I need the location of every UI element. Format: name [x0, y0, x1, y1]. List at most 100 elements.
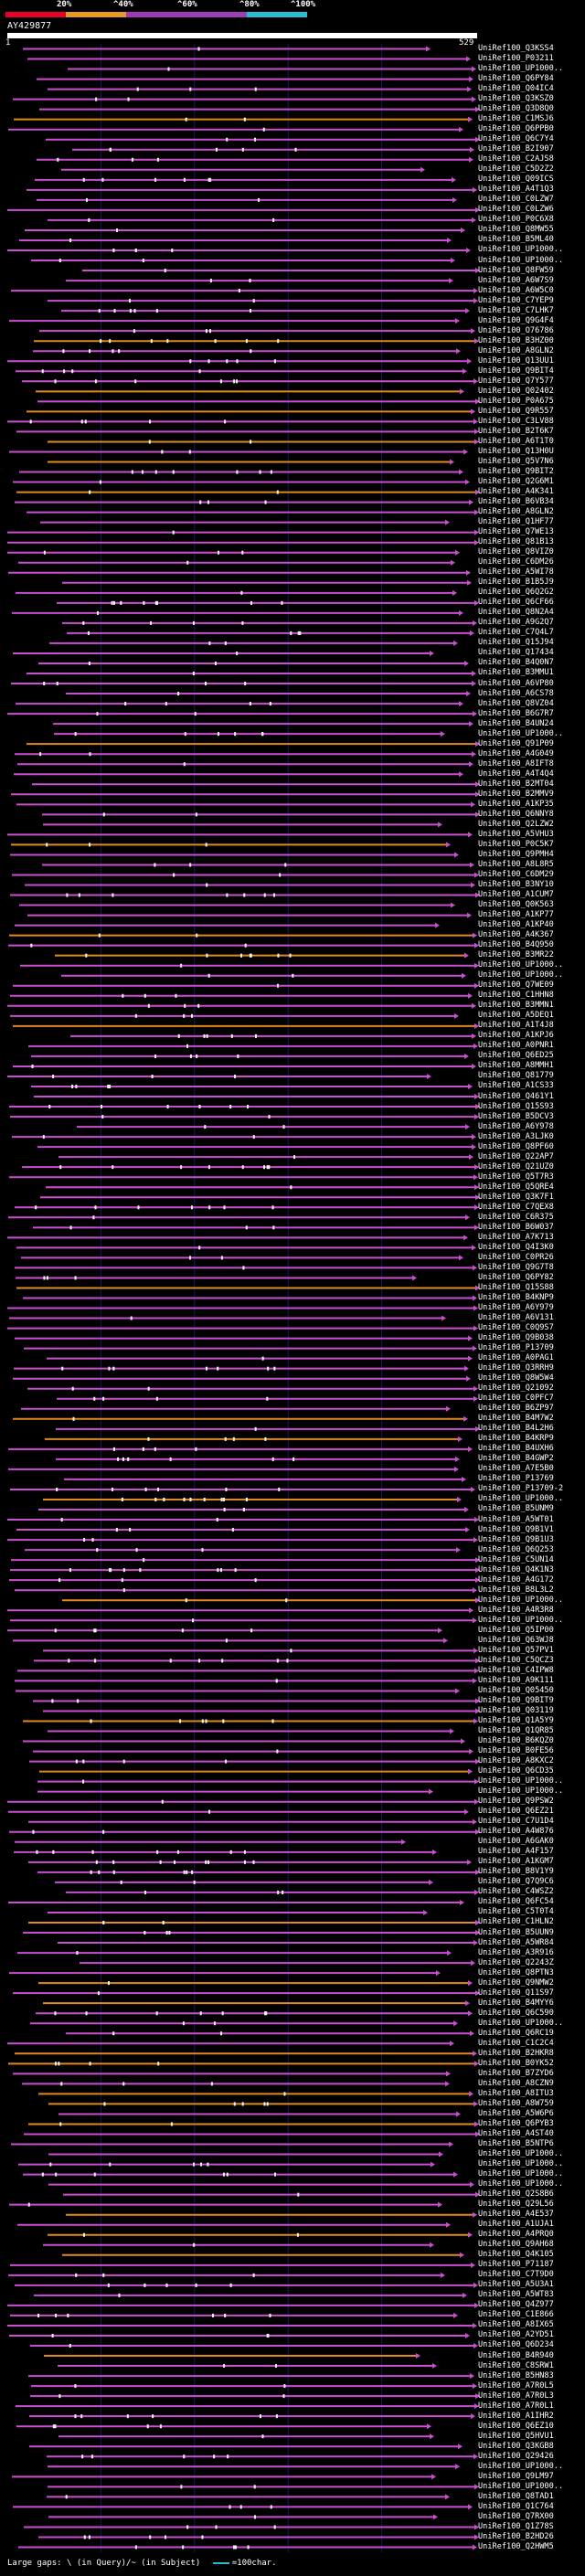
- hit-label-link[interactable]: UniRef100_B2I907: [478, 144, 554, 154]
- hit-label-link[interactable]: UniRef100_UP1000..: [478, 245, 564, 255]
- hit-label-link[interactable]: UniRef100_UP1000..: [478, 728, 564, 738]
- hit-label-link[interactable]: UniRef100_O76786: [478, 325, 554, 335]
- hit-label-link[interactable]: UniRef100_Q1HF77: [478, 517, 554, 527]
- hit-label-link[interactable]: UniRef100_B4KNP9: [478, 1292, 554, 1302]
- hit-label-link[interactable]: UniRef100_Q9PMH4: [478, 849, 554, 859]
- hit-label-link[interactable]: UniRef100_Q3RRH9: [478, 1363, 554, 1373]
- hit-label-link[interactable]: UniRef100_Q3KSS4: [478, 44, 554, 53]
- hit-label-link[interactable]: UniRef100_Q6PY82: [478, 1272, 554, 1282]
- hit-label-link[interactable]: UniRef100_Q2243Z: [478, 1957, 554, 1967]
- hit-label-link[interactable]: UniRef100_A4T4Q4: [478, 769, 554, 779]
- hit-label-link[interactable]: UniRef100_Q8W5W4: [478, 1373, 554, 1383]
- hit-label-link[interactable]: UniRef100_A4G049: [478, 748, 554, 758]
- hit-label-link[interactable]: UniRef100_Q8FW59: [478, 265, 554, 275]
- hit-label-link[interactable]: UniRef100_A6W5C0: [478, 285, 554, 295]
- hit-label-link[interactable]: UniRef100_B0FE56: [478, 1746, 554, 1756]
- hit-label-link[interactable]: UniRef100_C7QEX8: [478, 1202, 554, 1212]
- hit-label-link[interactable]: UniRef100_Q81B13: [478, 537, 554, 547]
- hit-label-link[interactable]: UniRef100_A5WR84: [478, 1937, 554, 1947]
- hit-label-link[interactable]: UniRef100_UP1000..: [478, 1786, 564, 1797]
- hit-label-link[interactable]: UniRef100_A8CZN9: [478, 2078, 554, 2088]
- hit-label-link[interactable]: UniRef100_Q7Q9C6: [478, 1877, 554, 1887]
- hit-label-link[interactable]: UniRef100_Q22AP7: [478, 1151, 554, 1161]
- hit-label-link[interactable]: UniRef100_A4G172: [478, 1574, 554, 1585]
- hit-label-link[interactable]: UniRef100_B3MMU1: [478, 668, 554, 678]
- hit-label-link[interactable]: UniRef100_Q9R557: [478, 406, 554, 416]
- hit-label-link[interactable]: UniRef100_A4F157: [478, 1847, 554, 1857]
- hit-label-link[interactable]: UniRef100_Q15J94: [478, 638, 554, 648]
- hit-label-link[interactable]: UniRef100_UP1000..: [478, 1595, 564, 1605]
- hit-label-link[interactable]: UniRef100_Q5T7R3: [478, 1171, 554, 1182]
- hit-label-link[interactable]: UniRef100_B4M7W2: [478, 1414, 554, 1424]
- hit-label-link[interactable]: UniRef100_Q7RX00: [478, 2511, 554, 2521]
- hit-label-link[interactable]: UniRef100_Q02402: [478, 386, 554, 396]
- hit-label-link[interactable]: UniRef100_Q21UZ0: [478, 1161, 554, 1171]
- hit-label-link[interactable]: UniRef100_A8IFT8: [478, 758, 554, 769]
- hit-label-link[interactable]: UniRef100_A7R0L3: [478, 2390, 554, 2401]
- hit-label-link[interactable]: UniRef100_B7ZYD6: [478, 2068, 554, 2078]
- hit-label-link[interactable]: UniRef100_Q6RC19: [478, 2028, 554, 2038]
- hit-label-link[interactable]: UniRef100_A5WI78: [478, 567, 554, 578]
- hit-label-link[interactable]: UniRef100_Q2HWM5: [478, 2541, 554, 2551]
- hit-label-link[interactable]: UniRef100_UP1000..: [478, 2461, 564, 2471]
- hit-label-link[interactable]: UniRef100_B6G7R7: [478, 708, 554, 718]
- hit-label-link[interactable]: UniRef100_B4UN24: [478, 718, 554, 728]
- hit-label-link[interactable]: UniRef100_Q3KGB8: [478, 2441, 554, 2451]
- hit-label-link[interactable]: UniRef100_Q1Z78S: [478, 2521, 554, 2531]
- hit-label-link[interactable]: UniRef100_A8ITU3: [478, 2088, 554, 2098]
- hit-label-link[interactable]: UniRef100_B0YK52: [478, 2058, 554, 2068]
- hit-label-link[interactable]: UniRef100_Q8PF60: [478, 1141, 554, 1151]
- hit-label-link[interactable]: UniRef100_Q1C764: [478, 2501, 554, 2511]
- hit-label-link[interactable]: UniRef100_A1KGM7: [478, 1857, 554, 1867]
- hit-label-link[interactable]: UniRef100_Q9B038: [478, 1333, 554, 1343]
- hit-label-link[interactable]: UniRef100_Q4I3K0: [478, 1242, 554, 1252]
- hit-label-link[interactable]: UniRef100_B6KQZ0: [478, 1736, 554, 1746]
- hit-label-link[interactable]: UniRef100_Q6D234: [478, 2340, 554, 2350]
- hit-label-link[interactable]: UniRef100_Q04IC4: [478, 84, 554, 94]
- hit-label-link[interactable]: UniRef100_B5DCV3: [478, 1111, 554, 1121]
- hit-label-link[interactable]: UniRef100_Q9PSW2: [478, 1797, 554, 1807]
- hit-label-link[interactable]: UniRef100_UP1000..: [478, 1494, 564, 1504]
- hit-label-link[interactable]: UniRef100_Q21092: [478, 1383, 554, 1394]
- hit-label-link[interactable]: UniRef100_Q8MW55: [478, 225, 554, 235]
- hit-label-link[interactable]: UniRef100_A3R916: [478, 1947, 554, 1957]
- hit-label-link[interactable]: UniRef100_A5W6P6: [478, 2108, 554, 2118]
- hit-label-link[interactable]: UniRef100_UP1000..: [478, 1615, 564, 1625]
- hit-label-link[interactable]: UniRef100_Q09ICS: [478, 175, 554, 185]
- hit-label-link[interactable]: UniRef100_P13709-2: [478, 1484, 564, 1494]
- hit-label-link[interactable]: UniRef100_C1E866: [478, 2310, 554, 2320]
- hit-label-link[interactable]: UniRef100_C3LV88: [478, 416, 554, 426]
- hit-label-link[interactable]: UniRef100_B4Q950: [478, 940, 554, 950]
- hit-label-link[interactable]: UniRef100_B3MMN1: [478, 1001, 554, 1011]
- hit-label-link[interactable]: UniRef100_Q6CD35: [478, 1766, 554, 1776]
- hit-label-link[interactable]: UniRef100_UP1000..: [478, 2481, 564, 2491]
- hit-label-link[interactable]: UniRef100_UP1000..: [478, 64, 564, 74]
- hit-label-link[interactable]: UniRef100_Q15S88: [478, 1282, 554, 1292]
- hit-label-link[interactable]: UniRef100_B8V1Y9: [478, 1867, 554, 1877]
- hit-label-link[interactable]: UniRef100_Q2S8B6: [478, 2189, 554, 2200]
- hit-label-link[interactable]: UniRef100_Q7WE13: [478, 527, 554, 537]
- hit-label-link[interactable]: UniRef100_Q3D8Q0: [478, 104, 554, 114]
- hit-label-link[interactable]: UniRef100_Q8N2A4: [478, 608, 554, 618]
- hit-label-link[interactable]: UniRef100_Q1A5Y9: [478, 1716, 554, 1725]
- hit-label-link[interactable]: UniRef100_B2HD26: [478, 2531, 554, 2541]
- hit-label-link[interactable]: UniRef100_A5DEQ1: [478, 1011, 554, 1021]
- hit-label-link[interactable]: UniRef100_Q0K563: [478, 900, 554, 910]
- hit-label-link[interactable]: UniRef100_Q6Q253: [478, 1544, 554, 1554]
- hit-label-link[interactable]: UniRef100_C4WSZ2: [478, 1887, 554, 1897]
- hit-label-link[interactable]: UniRef100_Q91P09: [478, 738, 554, 748]
- hit-label-link[interactable]: UniRef100_A0PNR1: [478, 1041, 554, 1051]
- hit-label-link[interactable]: UniRef100_C5T0T4: [478, 1907, 554, 1917]
- hit-label-link[interactable]: UniRef100_C0PR26: [478, 1252, 554, 1262]
- hit-label-link[interactable]: UniRef100_A2YD51: [478, 2330, 554, 2340]
- hit-label-link[interactable]: UniRef100_A7E5B0: [478, 1464, 554, 1474]
- hit-label-link[interactable]: UniRef100_A1KP77: [478, 910, 554, 920]
- hit-label-link[interactable]: UniRef100_Q7Y577: [478, 376, 554, 386]
- hit-label-link[interactable]: UniRef100_A9K111: [478, 1675, 554, 1685]
- hit-label-link[interactable]: UniRef100_P0C6X8: [478, 215, 554, 225]
- hit-label-link[interactable]: UniRef100_Q6NNY8: [478, 809, 554, 819]
- hit-label-link[interactable]: UniRef100_B6ZP97: [478, 1404, 554, 1414]
- hit-label-link[interactable]: UniRef100_C2AJS8: [478, 154, 554, 164]
- hit-label-link[interactable]: UniRef100_Q5HVU1: [478, 2431, 554, 2441]
- hit-label-link[interactable]: UniRef100_A8KXC2: [478, 1756, 554, 1766]
